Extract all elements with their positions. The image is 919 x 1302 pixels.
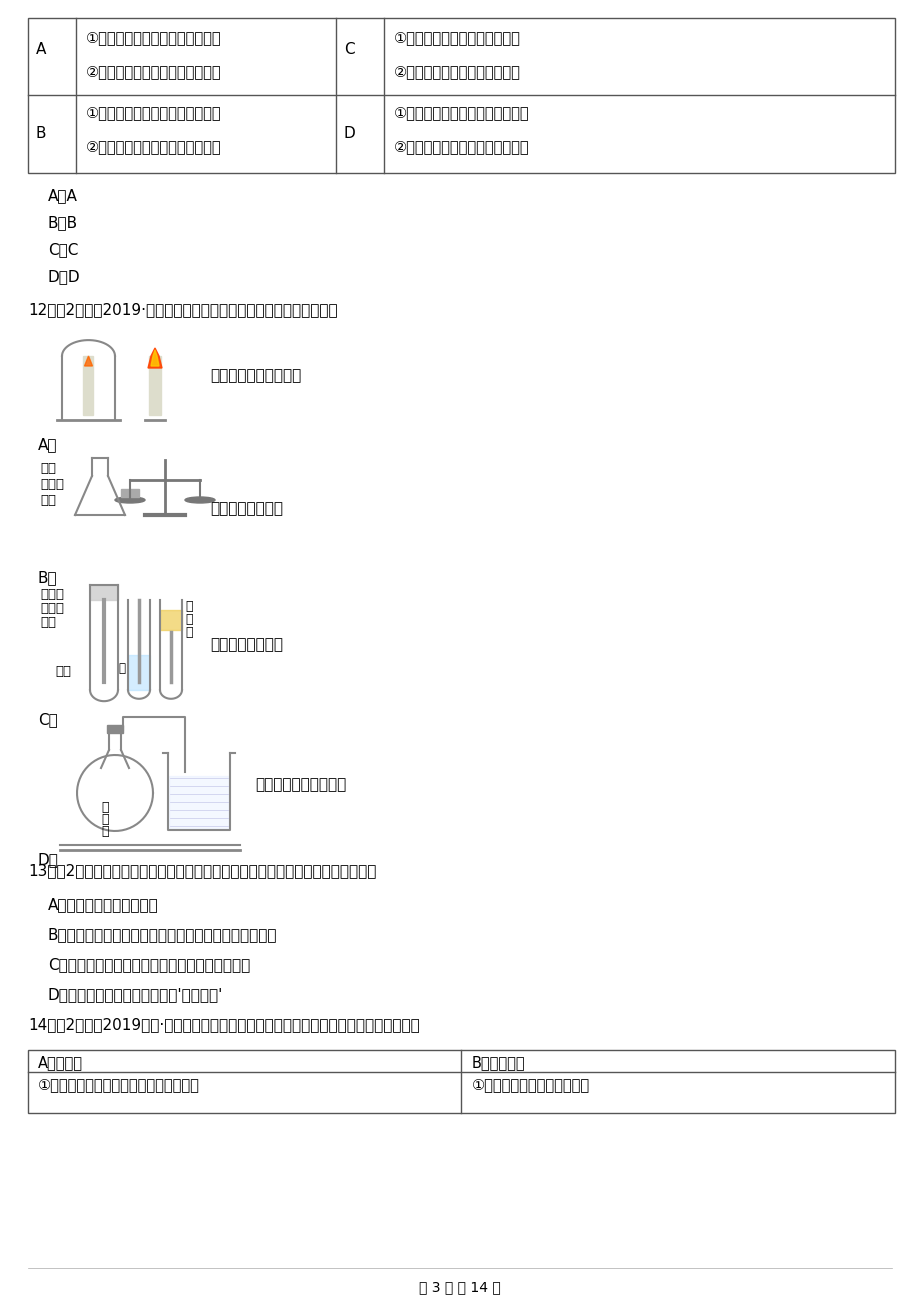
Polygon shape (128, 655, 150, 690)
Bar (107, 725, 123, 733)
Text: 油: 油 (185, 626, 192, 639)
Text: 植: 植 (185, 600, 192, 613)
Text: 14．（2分）（2019九上·锡山期中）下列知识整理的内容中三条都正确的选项是（　　）: 14．（2分）（2019九上·锡山期中）下列知识整理的内容中三条都正确的选项是（… (28, 1017, 419, 1032)
Text: 12．（2分）（2019·长安模拟）以下实验能达到实验目的是（　　）: 12．（2分）（2019·长安模拟）以下实验能达到实验目的是（ ） (28, 302, 337, 316)
Text: D．深埋废弃塑料制品，可减少'白色污染': D．深埋废弃塑料制品，可减少'白色污染' (48, 987, 223, 1003)
Text: B: B (36, 125, 47, 141)
Text: 盐酸: 盐酸 (40, 462, 56, 475)
Text: A: A (36, 43, 46, 57)
Text: 水: 水 (118, 661, 125, 674)
Bar (28, 1049, 894, 1113)
Text: ②硝酸铵溶于水使溶液的温度降低: ②硝酸铵溶于水使溶液的温度降低 (85, 139, 221, 154)
Text: D．D: D．D (48, 270, 81, 284)
Bar (84, 355, 94, 415)
Polygon shape (160, 611, 182, 630)
Text: C．铵态氮肥与熟石灰混合使用可以明显提高肥效: C．铵态氮肥与熟石灰混合使用可以明显提高肥效 (48, 957, 250, 973)
Text: C: C (344, 43, 354, 57)
Text: A．A: A．A (48, 187, 78, 203)
Text: ②馒头烤焦变黑主要发生化学变化: ②馒头烤焦变黑主要发生化学变化 (85, 64, 221, 79)
Text: 物: 物 (185, 613, 192, 626)
Text: ②蔬菜能为人体提供多种维生素: ②蔬菜能为人体提供多种维生素 (393, 64, 520, 79)
Text: 炭: 炭 (101, 812, 108, 825)
Text: D．: D． (38, 852, 59, 867)
Text: 铁钉: 铁钉 (55, 665, 71, 678)
Text: 验证铁生锈的条件: 验证铁生锈的条件 (210, 638, 283, 652)
Text: 水: 水 (101, 825, 108, 838)
Text: 棉花: 棉花 (40, 616, 56, 629)
Polygon shape (85, 355, 93, 366)
Text: B性质与用途: B性质与用途 (471, 1055, 525, 1070)
Text: A．用钢丝球洗刷铝锅脏物: A．用钢丝球洗刷铝锅脏物 (48, 897, 159, 911)
Text: ①食用加碘盐可以预防人体贫血: ①食用加碘盐可以预防人体贫血 (393, 30, 520, 46)
Text: 证明燃烧需要氧气参加: 证明燃烧需要氧气参加 (210, 368, 301, 384)
Text: 粉末: 粉末 (40, 493, 56, 506)
Text: D: D (344, 125, 356, 141)
Text: B．用洗洁精洗去餐具上的油污，是因为它具有乳化作用: B．用洗洁精洗去餐具上的油污，是因为它具有乳化作用 (48, 927, 278, 943)
Ellipse shape (115, 497, 145, 503)
Text: A．: A． (38, 437, 57, 452)
Text: A物质构成: A物质构成 (38, 1055, 83, 1070)
Text: ①分子、原子、离子都是构成物质的微粒: ①分子、原子、离子都是构成物质的微粒 (38, 1077, 199, 1092)
Text: ①食醋清除水垢主要发生物理变化: ①食醋清除水垢主要发生物理变化 (85, 30, 221, 46)
Text: B．: B． (38, 570, 58, 585)
Polygon shape (151, 350, 159, 366)
Ellipse shape (185, 497, 215, 503)
Text: ①洗洁精清除油污利用了乳化作用: ①洗洁精清除油污利用了乳化作用 (85, 105, 221, 120)
Text: C．C: C．C (48, 242, 78, 256)
Text: 验证质量守恒定律: 验证质量守恒定律 (210, 501, 283, 517)
Polygon shape (148, 348, 162, 368)
Text: 13．（2分）根据你的生活经验和所学的化学知识，判断下列做法正确的是（　　）: 13．（2分）根据你的生活经验和所学的化学知识，判断下列做法正确的是（ ） (28, 863, 376, 878)
Polygon shape (90, 585, 118, 600)
Text: 第 3 页 共 14 页: 第 3 页 共 14 页 (419, 1280, 500, 1294)
Bar (28, 18, 894, 173)
Text: C．: C． (38, 712, 58, 727)
Text: 燥剂的: 燥剂的 (40, 602, 64, 615)
Text: ①氧气能供给呼吸；医疗急救: ①氧气能供给呼吸；医疗急救 (471, 1077, 589, 1092)
Polygon shape (169, 776, 229, 829)
Text: ②用细沙灭火降低了可燃物着火点: ②用细沙灭火降低了可燃物着火点 (393, 139, 529, 154)
Text: ①木柴架空有利于木柴的完全燃烧: ①木柴架空有利于木柴的完全燃烧 (393, 105, 529, 120)
Text: B．B: B．B (48, 215, 78, 230)
Text: 粘有干: 粘有干 (40, 589, 64, 602)
Text: 测定空气中氧气的含量: 测定空气中氧气的含量 (255, 777, 346, 793)
Bar (121, 490, 139, 497)
Text: 木: 木 (101, 801, 108, 814)
Bar (149, 355, 161, 415)
Text: 碳酸钙: 碳酸钙 (40, 478, 64, 491)
